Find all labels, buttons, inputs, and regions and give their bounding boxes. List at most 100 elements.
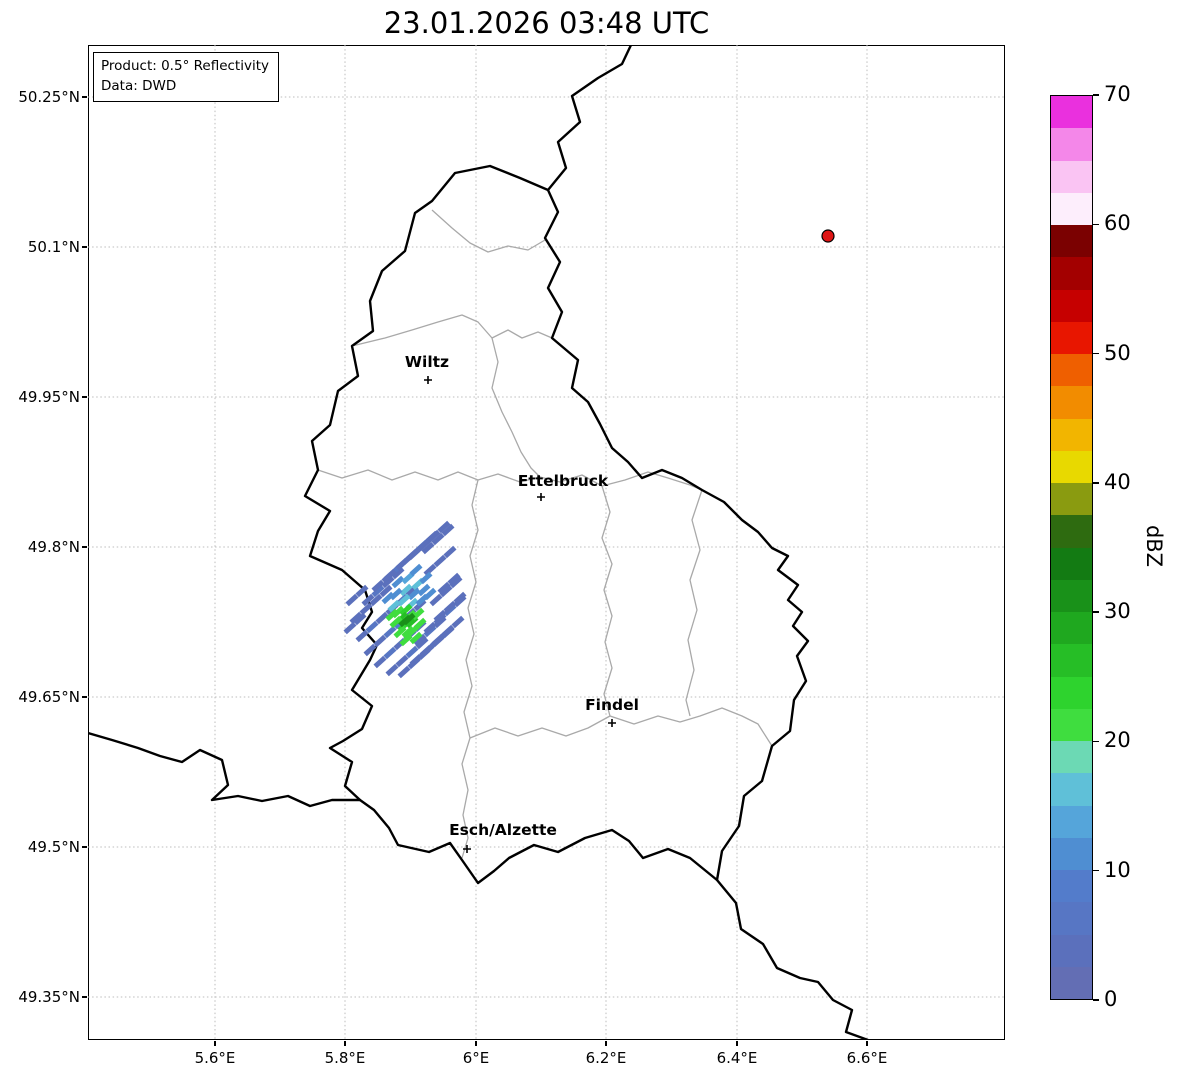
- colorbar: [1050, 95, 1093, 1000]
- x-tick-label: 6°E: [462, 1049, 490, 1067]
- city-marker-icon: [608, 719, 616, 727]
- germany-belgium-border-path: [546, 45, 633, 192]
- radar-echo-cell: [383, 625, 397, 639]
- colorbar-step: [1051, 483, 1092, 516]
- x-tick-mark: [605, 1041, 607, 1046]
- y-tick-mark: [82, 996, 87, 998]
- radar-echo-cell: [407, 547, 421, 561]
- radar-echo-cell: [383, 646, 397, 660]
- colorbar-step: [1051, 708, 1092, 741]
- radar-echo-cell: [345, 593, 359, 607]
- colorbar-step: [1051, 547, 1092, 580]
- city-label: Wiltz: [405, 353, 449, 371]
- radar-echo-cell: [431, 633, 445, 647]
- radar-echo-cell: [417, 583, 431, 597]
- radar-echo-cell: [449, 575, 463, 589]
- colorbar-step: [1051, 676, 1092, 709]
- colorbar-tick-mark: [1093, 740, 1099, 743]
- radar-echo-cell: [415, 636, 429, 650]
- colorbar-step: [1051, 160, 1092, 193]
- colorbar-step: [1051, 741, 1092, 774]
- radar-echo-cell: [399, 583, 413, 597]
- colorbar-step: [1051, 773, 1092, 806]
- colorbar-swatches: [1051, 96, 1092, 999]
- radar-echo-cell: [397, 665, 411, 679]
- radar-site-dot: [821, 229, 835, 243]
- colorbar-step: [1051, 289, 1092, 322]
- colorbar-tick-label: 20: [1104, 728, 1131, 753]
- colorbar-step: [1051, 870, 1092, 903]
- city-label: Esch/Alzette: [449, 821, 557, 839]
- colorbar-step: [1051, 225, 1092, 258]
- y-tick-mark: [82, 96, 87, 98]
- radar-echo-cell: [453, 591, 467, 605]
- radar-echo-cell: [385, 663, 399, 677]
- radar-echo-cell: [441, 624, 455, 638]
- radar-echo-cell: [373, 634, 387, 648]
- city-marker-icon: [424, 376, 432, 384]
- radar-echo-cell: [423, 621, 437, 635]
- colorbar-step: [1051, 902, 1092, 935]
- y-tick-label: 49.35°N: [18, 988, 80, 1006]
- y-tick-mark: [82, 246, 87, 248]
- canton-border-path: [431, 209, 546, 253]
- radar-echo-cell: [399, 603, 413, 617]
- city-label: Findel: [585, 696, 639, 714]
- radar-echo-cell: [437, 581, 451, 595]
- radar-echo-cell: [399, 633, 413, 647]
- radar-echo-cell: [423, 563, 437, 577]
- y-tick-mark: [82, 696, 87, 698]
- radar-echo-cell: [355, 629, 369, 643]
- colorbar-step: [1051, 579, 1092, 612]
- x-tick-label: 6.4°E: [716, 1049, 758, 1067]
- radar-echo-cell: [365, 620, 379, 634]
- y-tick-mark: [82, 846, 87, 848]
- radar-echo-cell: [395, 557, 409, 571]
- belgium-france-border-path: [88, 731, 362, 808]
- colorbar-step: [1051, 321, 1092, 354]
- canton-border-path: [351, 314, 553, 347]
- colorbar-tick-label: 70: [1104, 82, 1131, 106]
- radar-echo-cell: [363, 643, 377, 657]
- city-label: Ettelbruck: [518, 472, 609, 490]
- colorbar-step: [1051, 96, 1092, 129]
- radar-echo-cell: [353, 612, 367, 626]
- radar-echo-cell: [389, 587, 403, 601]
- country-border-layer: [88, 45, 870, 1040]
- radar-echo-cell: [417, 538, 431, 552]
- canton-border-path: [461, 479, 479, 859]
- colorbar-step: [1051, 128, 1092, 161]
- y-tick-label: 50.1°N: [27, 238, 80, 256]
- x-tick-mark: [475, 1041, 477, 1046]
- luxembourg-border-path: [303, 164, 810, 885]
- y-tick-label: 49.5°N: [27, 838, 80, 856]
- y-tick-label: 49.95°N: [18, 388, 80, 406]
- radar-echo-layer: [343, 520, 467, 679]
- colorbar-step: [1051, 354, 1092, 387]
- radar-echo-cell: [443, 600, 457, 614]
- canton-border-path: [491, 337, 541, 478]
- colorbar-tick-mark: [1093, 869, 1099, 872]
- radar-echo-cell: [437, 520, 451, 534]
- radar-echo-cell: [427, 529, 441, 543]
- radar-echo-cell: [409, 631, 423, 645]
- radar-echo-cell: [371, 579, 385, 593]
- map-frame: [88, 45, 1005, 1040]
- canton-border-path: [317, 469, 703, 491]
- colorbar-unit-label: dBZ: [1142, 524, 1166, 568]
- radar-echo-cell: [381, 575, 395, 589]
- colorbar-tick-label: 60: [1104, 211, 1131, 236]
- colorbar-tick-mark: [1093, 352, 1099, 355]
- colorbar-step: [1051, 418, 1092, 451]
- radar-echo-cell: [419, 571, 433, 585]
- radar-echo-cell: [359, 602, 373, 616]
- x-tick-mark: [866, 1041, 868, 1046]
- radar-echo-cell: [355, 584, 369, 598]
- radar-echo-cell: [413, 633, 427, 647]
- radar-echo-cell: [349, 611, 363, 625]
- radar-echo-cell: [393, 625, 407, 639]
- radar-echo-cell: [391, 566, 405, 580]
- radar-echo-cell: [381, 591, 395, 605]
- colorbar-step: [1051, 837, 1092, 870]
